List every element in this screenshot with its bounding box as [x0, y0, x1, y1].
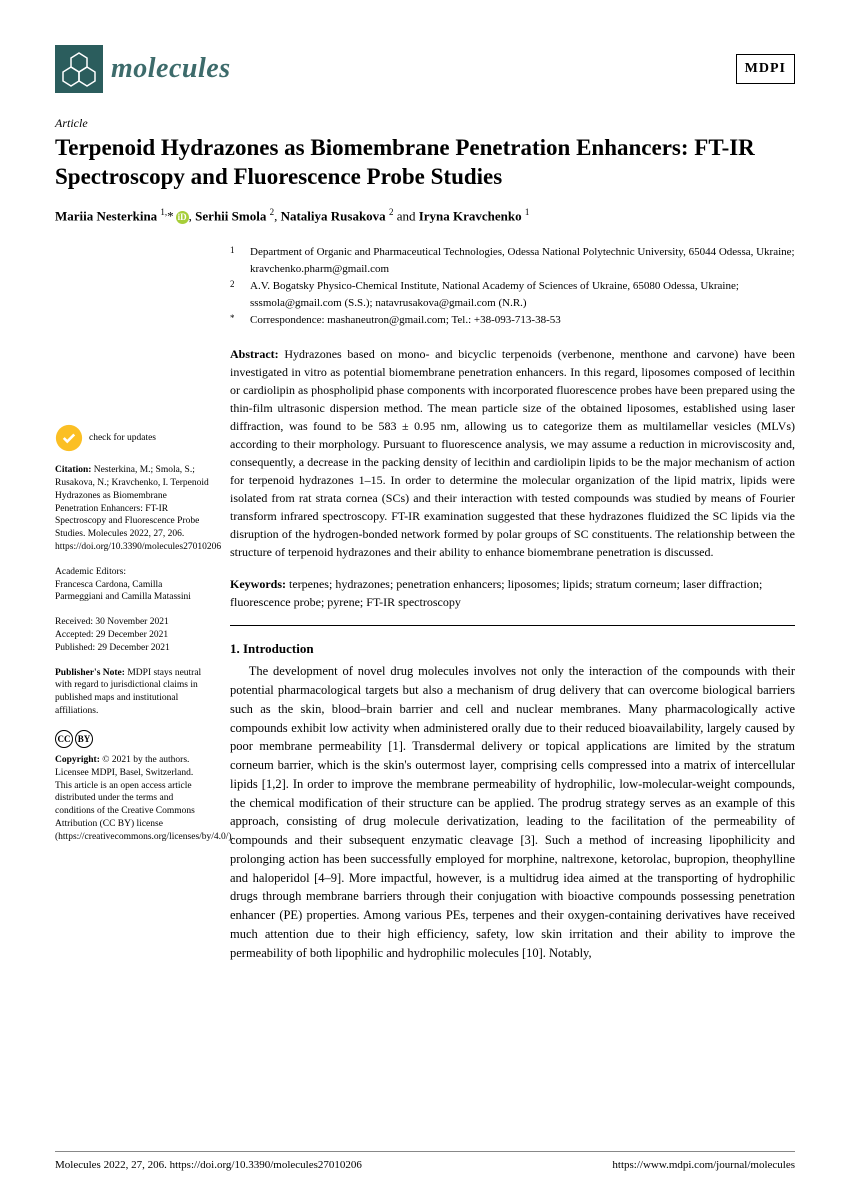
license-block: CC BY Copyright: © 2021 by the authors. … [55, 730, 210, 844]
journal-logo: molecules [55, 45, 231, 93]
footer-right[interactable]: https://www.mdpi.com/journal/molecules [612, 1158, 795, 1174]
cc-icons: CC BY [55, 730, 210, 748]
section-title: 1. Introduction [230, 640, 795, 659]
author-list: Mariia Nesterkina 1,*iD, Serhii Smola 2,… [55, 206, 795, 226]
article-type: Article [55, 115, 795, 132]
sidebar: check for updates Citation: Nesterkina, … [55, 244, 210, 962]
check-updates-label: check for updates [89, 433, 156, 443]
author: Serhii Smola [195, 208, 266, 223]
affiliations: 1Department of Organic and Pharmaceutica… [230, 244, 795, 329]
article-title: Terpenoid Hydrazones as Biomembrane Pene… [55, 134, 795, 192]
footer-left: Molecules 2022, 27, 206. https://doi.org… [55, 1158, 362, 1174]
cc-icon: CC [55, 730, 73, 748]
by-icon: BY [75, 730, 93, 748]
introduction-text: The development of novel drug molecules … [230, 662, 795, 962]
publishers-note: Publisher's Note: MDPI stays neutral wit… [55, 667, 210, 718]
author: Mariia Nesterkina [55, 208, 157, 223]
author: Iryna Kravchenko [419, 208, 522, 223]
page-header: molecules MDPI [55, 45, 795, 93]
molecule-icon [55, 45, 103, 93]
orcid-icon[interactable]: iD [176, 211, 189, 224]
author: Nataliya Rusakova [281, 208, 386, 223]
divider [230, 625, 795, 626]
main-content: 1Department of Organic and Pharmaceutica… [230, 244, 795, 962]
abstract: Abstract: Hydrazones based on mono- and … [230, 345, 795, 561]
keywords: Keywords: terpenes; hydrazones; penetrat… [230, 575, 795, 611]
page-footer: Molecules 2022, 27, 206. https://doi.org… [55, 1151, 795, 1174]
dates-block: Received: 30 November 2021 Accepted: 29 … [55, 616, 210, 654]
check-updates-badge[interactable]: check for updates [55, 424, 210, 452]
editors-block: Academic Editors: Francesca Cardona, Cam… [55, 566, 210, 604]
citation-block: Citation: Nesterkina, M.; Smola, S.; Rus… [55, 464, 210, 554]
publisher-badge: MDPI [736, 54, 795, 84]
journal-name: molecules [111, 49, 231, 90]
